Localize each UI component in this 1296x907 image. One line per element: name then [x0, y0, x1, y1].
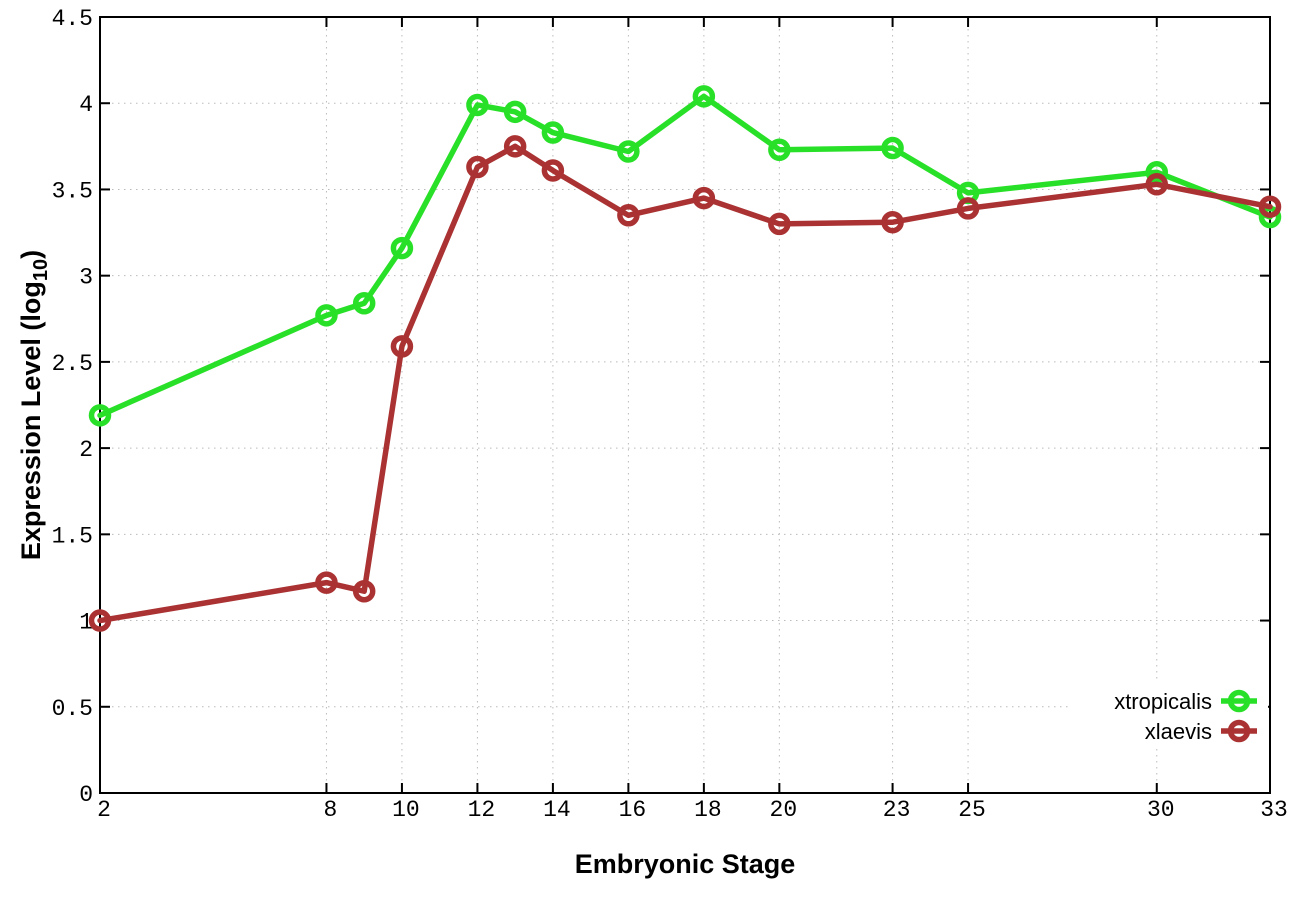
- data-point-xlaevis: [352, 579, 376, 603]
- y-tick-label: 3.5: [52, 178, 93, 204]
- y-tick-label: 1: [79, 610, 93, 636]
- x-tick-label: 25: [958, 797, 986, 823]
- legend-item-xlaevis: xlaevis: [1145, 719, 1257, 744]
- legend: xtropicalis xlaevis: [1072, 682, 1268, 748]
- x-tick-label: 16: [619, 797, 647, 823]
- data-point-xlaevis: [1258, 195, 1282, 218]
- y-tick-label: 2.5: [52, 351, 93, 377]
- x-tick-label: 2: [97, 797, 111, 823]
- data-point-xlaevis: [466, 155, 489, 179]
- y-axis-title: Expression Level (log10): [16, 250, 52, 560]
- x-tick-label: 30: [1147, 797, 1175, 823]
- x-tick-label: 10: [392, 797, 420, 823]
- series-xtropicalis: [88, 85, 1282, 427]
- y-tick-label: 0.5: [52, 696, 93, 722]
- legend-label-xlaevis: xlaevis: [1145, 719, 1212, 744]
- data-point-xtropicalis: [692, 85, 716, 108]
- plot-border: [99, 16, 1271, 794]
- data-point-xtropicalis: [617, 140, 640, 163]
- x-tick-label: 23: [883, 797, 911, 823]
- series-line-xtropicalis: [97, 93, 1273, 419]
- data-point-xtropicalis: [1145, 160, 1169, 184]
- data-point-xlaevis: [617, 204, 640, 227]
- series-xlaevis: [88, 135, 1282, 632]
- data-point-xtropicalis: [503, 100, 527, 124]
- data-point-xtropicalis: [768, 138, 791, 162]
- x-tick-label: 20: [770, 797, 798, 823]
- legend-item-xtropicalis: xtropicalis: [1114, 689, 1257, 714]
- data-point-xlaevis: [315, 571, 338, 594]
- x-tick-label: 14: [543, 797, 571, 823]
- data-point-xlaevis: [390, 335, 414, 358]
- data-point-xlaevis: [768, 212, 791, 236]
- x-tick-label: 33: [1260, 797, 1288, 823]
- y-tick-labels: 0 0.5 1 1.5 2 2.5 3 3.5 4 4.5: [52, 6, 93, 808]
- legend-marker-xtropicalis: [1227, 689, 1251, 713]
- x-tick-labels: 2 8 10 12 14 16 18 20 23 25 30 33: [97, 797, 1288, 823]
- data-point-xlaevis: [503, 135, 527, 158]
- y-tick-label: 1.5: [52, 523, 93, 549]
- x-axis-title: Embryonic Stage: [575, 849, 796, 879]
- x-tick-label: 8: [324, 797, 338, 823]
- legend-marker-xlaevis: [1227, 719, 1251, 743]
- series-line-xlaevis: [97, 143, 1273, 624]
- y-tick-label: 3: [79, 265, 93, 291]
- data-point-xtropicalis: [881, 136, 904, 160]
- data-point-xlaevis: [692, 186, 716, 210]
- data-point-xtropicalis: [88, 404, 112, 427]
- data-point-xtropicalis: [390, 236, 414, 260]
- tick-marks: [99, 16, 1271, 794]
- data-point-xlaevis: [881, 210, 904, 234]
- y-tick-label: 0: [79, 782, 93, 808]
- data-point-xlaevis: [88, 609, 112, 632]
- data-point-xtropicalis: [466, 93, 489, 117]
- x-tick-label: 12: [468, 797, 496, 823]
- data-point-xtropicalis: [352, 292, 376, 315]
- y-tick-label: 4: [79, 92, 93, 118]
- data-point-xtropicalis: [315, 304, 338, 327]
- data-point-xlaevis: [541, 159, 565, 182]
- x-tick-label: 18: [694, 797, 722, 823]
- legend-label-xtropicalis: xtropicalis: [1114, 689, 1212, 714]
- y-tick-label: 2: [79, 437, 93, 463]
- data-point-xtropicalis: [541, 121, 565, 144]
- data-point-xlaevis: [956, 197, 980, 220]
- data-point-xlaevis: [1145, 173, 1169, 196]
- gridlines: [100, 17, 1270, 793]
- y-tick-label: 4.5: [52, 6, 93, 32]
